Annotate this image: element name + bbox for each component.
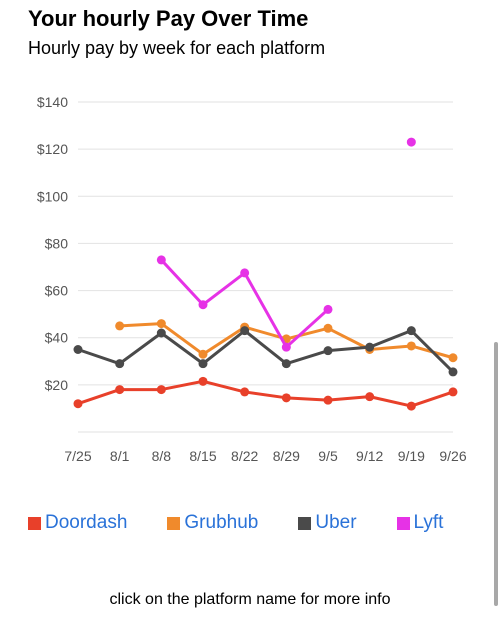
data-point-uber [323,346,333,356]
y-tick-label: $100 [37,188,68,204]
data-point-doordash [448,387,458,397]
data-point-uber [448,367,458,377]
data-point-doordash [365,392,375,402]
x-tick-label: 9/26 [439,448,466,464]
data-point-lyft [198,300,208,310]
data-point-uber [156,328,166,338]
legend-item-doordash[interactable]: Doordash [28,512,127,534]
data-point-doordash [73,399,83,409]
data-point-lyft [406,137,416,147]
data-point-grubhub [115,321,125,331]
legend-item-lyft[interactable]: Lyft [396,512,444,534]
grubhub-swatch-icon [167,516,181,530]
legend-label-grubhub[interactable]: Grubhub [184,512,259,533]
legend-label-lyft[interactable]: Lyft [413,512,444,533]
data-point-doordash [406,401,416,411]
data-point-grubhub [156,319,166,329]
data-point-lyft [240,268,250,278]
x-tick-label: 8/22 [231,448,258,464]
legend-label-uber[interactable]: Uber [315,512,357,533]
x-tick-label: 8/1 [110,448,130,464]
x-tick-label: 8/8 [152,448,172,464]
y-tick-label: $20 [45,377,69,393]
legend-item-uber[interactable]: Uber [298,512,357,534]
data-point-uber [73,345,83,354]
legend-item-grubhub[interactable]: Grubhub [167,512,258,534]
x-tick-label: 8/15 [189,448,216,464]
data-point-grubhub [198,349,208,359]
data-point-doordash [281,393,291,403]
chart-title: Your hourly Pay Over Time [28,6,309,31]
x-tick-label: 9/5 [318,448,338,464]
x-tick-label: 9/19 [398,448,425,464]
data-point-grubhub [406,341,416,351]
data-point-uber [115,359,125,369]
data-point-grubhub [323,323,333,333]
data-point-uber [281,359,291,369]
data-point-doordash [115,385,125,395]
footer-note: click on the platform name for more info [109,591,391,608]
x-tick-label: 9/12 [356,448,383,464]
data-point-doordash [323,395,333,405]
data-point-uber [406,326,416,336]
x-tick-label: 8/29 [273,448,300,464]
data-point-doordash [240,387,250,397]
scrollbar[interactable] [494,342,498,606]
legend-label-doordash[interactable]: Doordash [45,512,128,533]
legend: Doordash Grubhub Uber Lyft [28,512,488,534]
line-chart: $140 $120 $100 $80 $60 $40 $20 7/25 8/1 8/8 8/15 8/… [37,94,467,464]
data-point-grubhub [448,353,458,363]
y-tick-label: $140 [37,94,68,110]
doordash-swatch-icon [28,516,41,530]
data-point-doordash [198,376,208,386]
x-tick-label: 7/25 [64,448,91,464]
y-tick-label: $80 [45,235,69,251]
y-tick-label: $40 [45,330,69,346]
data-point-doordash [156,385,166,395]
chart-subtitle: Hourly pay by week for each platform [28,38,326,58]
data-point-uber [198,359,208,369]
y-tick-label: $120 [37,141,68,157]
series-line-uber [76,329,455,374]
y-tick-label: $60 [45,283,69,299]
data-point-lyft [323,304,333,314]
lyft-swatch-icon [396,516,410,530]
series-line-doordash [76,379,455,408]
data-point-uber [365,342,375,352]
data-point-uber [240,326,250,336]
data-point-lyft [281,342,291,352]
data-point-lyft [156,255,166,265]
uber-swatch-icon [298,516,312,530]
